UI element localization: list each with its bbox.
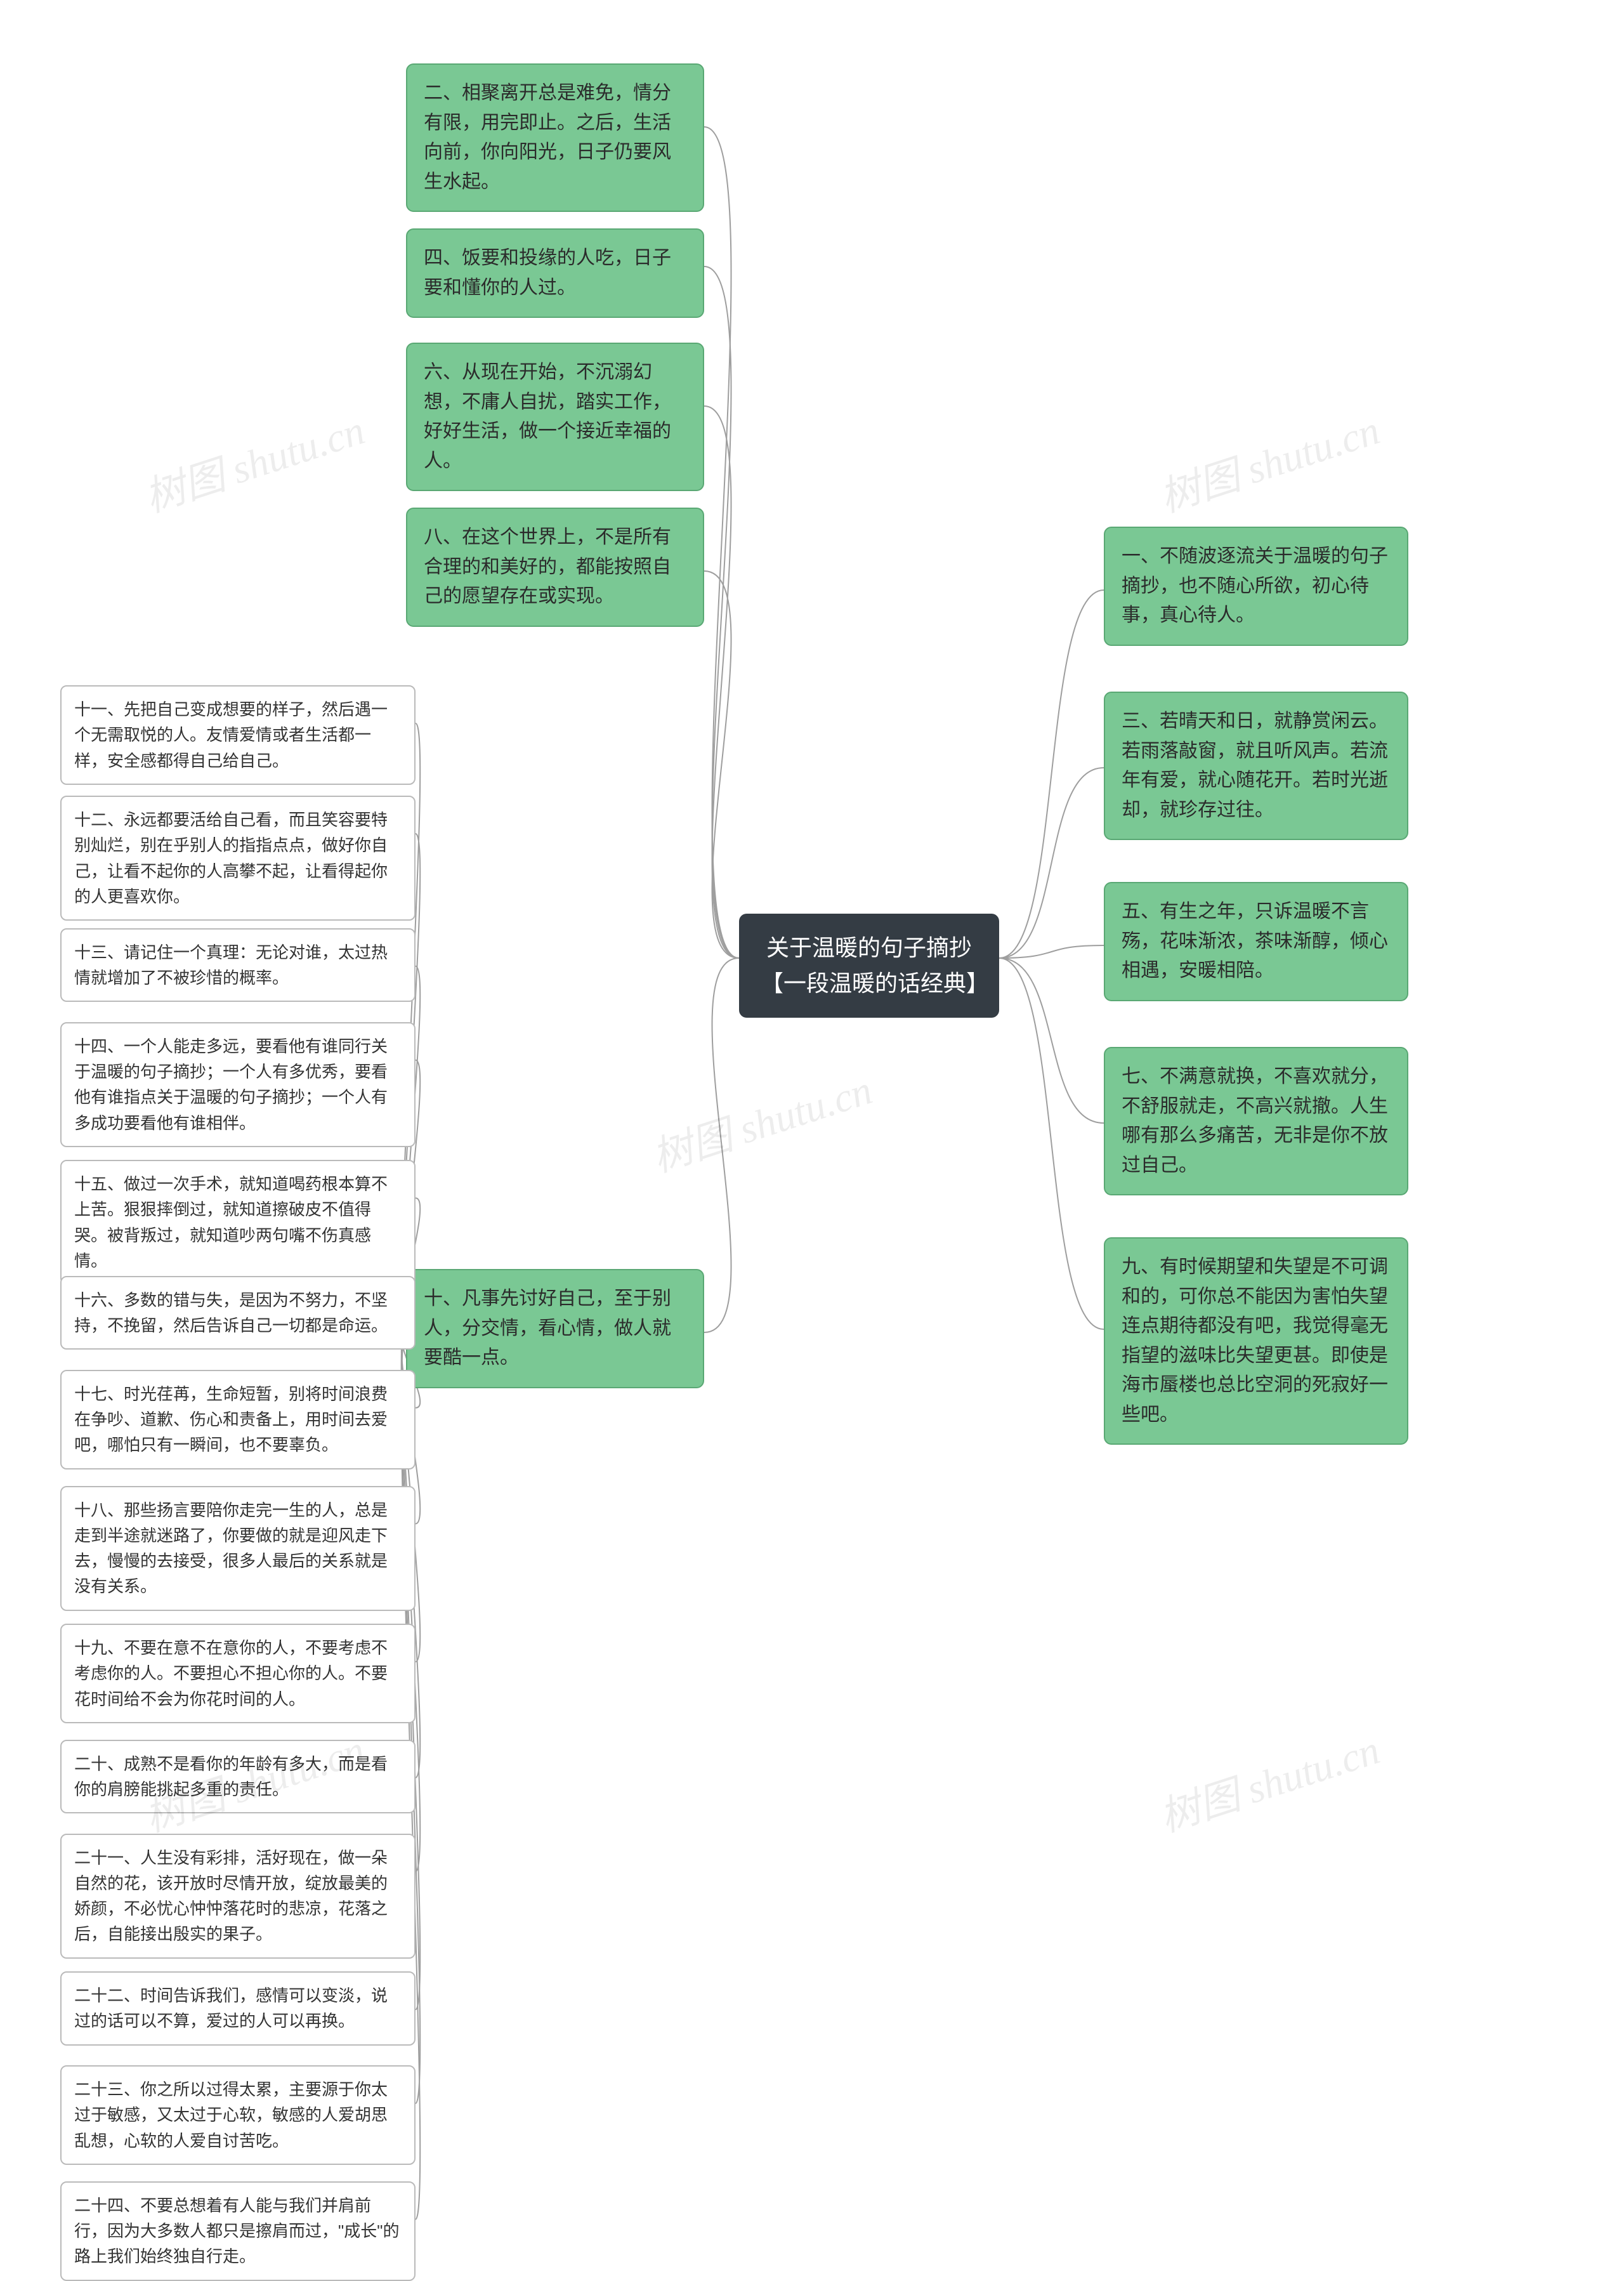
leaf-10: 二十、成熟不是看你的年龄有多大，而是看你的肩膀能挑起多重的责任。 (60, 1740, 416, 1814)
right-branch-5-label: 九、有时候期望和失望是不可调和的，可你总不能因为害怕失望连点期待都没有吧，我觉得… (1122, 1256, 1388, 1425)
right-branch-3-label: 五、有生之年，只诉温暖不言殇，花味渐浓，茶味渐醇，倾心相遇，安暖相陪。 (1122, 901, 1388, 981)
leaf-10-label: 二十、成熟不是看你的年龄有多大，而是看你的肩膀能挑起多重的责任。 (74, 1754, 388, 1799)
leaf-7: 十七、时光荏苒，生命短暂，别将时间浪费在争吵、道歉、伤心和责备上，用时间去爱吧，… (60, 1370, 416, 1469)
right-branch-5: 九、有时候期望和失望是不可调和的，可你总不能因为害怕失望连点期待都没有吧，我觉得… (1104, 1237, 1408, 1445)
leaf-3: 十三、请记住一个真理：无论对谁，太过热情就增加了不被珍惜的概率。 (60, 928, 416, 1002)
right-branch-4: 七、不满意就换，不喜欢就分，不舒服就走，不高兴就撤。人生哪有那么多痛苦，无非是你… (1104, 1047, 1408, 1195)
leaf-8: 十八、那些扬言要陪你走完一生的人，总是走到半途就迷路了，你要做的就是迎风走下去，… (60, 1486, 416, 1611)
leaf-12: 二十二、时间告诉我们，感情可以变淡，说过的话可以不算，爱过的人可以再换。 (60, 1971, 416, 2046)
leaf-8-label: 十八、那些扬言要陪你走完一生的人，总是走到半途就迷路了，你要做的就是迎风走下去，… (74, 1501, 388, 1596)
right-branch-4-label: 七、不满意就换，不喜欢就分，不舒服就走，不高兴就撤。人生哪有那么多痛苦，无非是你… (1122, 1066, 1388, 1176)
leaf-4-label: 十四、一个人能走多远，要看他有谁同行关于温暖的句子摘抄；一个人有多优秀，要看他有… (74, 1037, 388, 1133)
leaf-5-label: 十五、做过一次手术，就知道喝药根本算不上苦。狠狠摔倒过，就知道擦破皮不值得哭。被… (74, 1174, 388, 1270)
leaf-1-label: 十一、先把自己变成想要的样子，然后遇一个无需取悦的人。友情爱情或者生活都一样，安… (74, 700, 388, 770)
leaf-9-label: 十九、不要在意不在意你的人，不要考虑不考虑你的人。不要担心不担心你的人。不要花时… (74, 1638, 388, 1709)
leaf-14: 二十四、不要总想着有人能与我们并肩前行，因为大多数人都只是擦肩而过，"成长"的路… (60, 2181, 416, 2281)
left-branch-3: 六、从现在开始，不沉溺幻想，不庸人自扰，踏实工作，好好生活，做一个接近幸福的人。 (406, 343, 704, 491)
left-branch-5: 十、凡事先讨好自己，至于别人，分交情，看心情，做人就要酷一点。 (406, 1269, 704, 1388)
left-branch-5-label: 十、凡事先讨好自己，至于别人，分交情，看心情，做人就要酷一点。 (424, 1288, 671, 1368)
leaf-13: 二十三、你之所以过得太累，主要源于你太过于敏感，又太过于心软，敏感的人爱胡思乱想… (60, 2065, 416, 2165)
leaf-11-label: 二十一、人生没有彩排，活好现在，做一朵自然的花，该开放时尽情开放，绽放最美的娇颜… (74, 1848, 388, 1944)
watermark: 树图 shutu.cn (644, 1058, 879, 1183)
leaf-6-label: 十六、多数的错与失，是因为不努力，不坚持，不挽留，然后告诉自己一切都是命运。 (74, 1291, 388, 1335)
root-node: 关于温暖的句子摘抄【一段温暖的话经典】 (739, 914, 999, 1018)
watermark: 树图 shutu.cn (136, 398, 371, 523)
left-branch-4: 八、在这个世界上，不是所有合理的和美好的，都能按照自己的愿望存在或实现。 (406, 508, 704, 627)
watermark: 树图 shutu.cn (1151, 398, 1386, 523)
leaf-1: 十一、先把自己变成想要的样子，然后遇一个无需取悦的人。友情爱情或者生活都一样，安… (60, 685, 416, 785)
left-branch-1: 二、相聚离开总是难免，情分有限，用完即止。之后，生活向前，你向阳光，日子仍要风生… (406, 63, 704, 212)
leaf-2: 十二、永远都要活给自己看，而且笑容要特别灿烂，别在乎别人的指指点点，做好你自己，… (60, 796, 416, 921)
leaf-4: 十四、一个人能走多远，要看他有谁同行关于温暖的句子摘抄；一个人有多优秀，要看他有… (60, 1022, 416, 1147)
leaf-2-label: 十二、永远都要活给自己看，而且笑容要特别灿烂，别在乎别人的指指点点，做好你自己，… (74, 810, 388, 906)
watermark: 树图 shutu.cn (1151, 1718, 1386, 1843)
leaf-5: 十五、做过一次手术，就知道喝药根本算不上苦。狠狠摔倒过，就知道擦破皮不值得哭。被… (60, 1160, 416, 1285)
left-branch-1-label: 二、相聚离开总是难免，情分有限，用完即止。之后，生活向前，你向阳光，日子仍要风生… (424, 82, 671, 192)
right-branch-2-label: 三、若晴天和日，就静赏闲云。若雨落敲窗，就且听风声。若流年有爱，就心随花开。若时… (1122, 711, 1388, 820)
left-branch-3-label: 六、从现在开始，不沉溺幻想，不庸人自扰，踏实工作，好好生活，做一个接近幸福的人。 (424, 362, 671, 471)
left-branch-2-label: 四、饭要和投缘的人吃，日子要和懂你的人过。 (424, 247, 671, 298)
right-branch-1: 一、不随波逐流关于温暖的句子摘抄，也不随心所欲，初心待事，真心待人。 (1104, 527, 1408, 646)
leaf-6: 十六、多数的错与失，是因为不努力，不坚持，不挽留，然后告诉自己一切都是命运。 (60, 1276, 416, 1350)
leaf-7-label: 十七、时光荏苒，生命短暂，别将时间浪费在争吵、道歉、伤心和责备上，用时间去爱吧，… (74, 1384, 388, 1455)
leaf-14-label: 二十四、不要总想着有人能与我们并肩前行，因为大多数人都只是擦肩而过，"成长"的路… (74, 2196, 399, 2266)
left-branch-2: 四、饭要和投缘的人吃，日子要和懂你的人过。 (406, 228, 704, 318)
left-branch-4-label: 八、在这个世界上，不是所有合理的和美好的，都能按照自己的愿望存在或实现。 (424, 527, 671, 607)
leaf-13-label: 二十三、你之所以过得太累，主要源于你太过于敏感，又太过于心软，敏感的人爱胡思乱想… (74, 2080, 388, 2150)
leaf-11: 二十一、人生没有彩排，活好现在，做一朵自然的花，该开放时尽情开放，绽放最美的娇颜… (60, 1834, 416, 1959)
leaf-12-label: 二十二、时间告诉我们，感情可以变淡，说过的话可以不算，爱过的人可以再换。 (74, 1986, 388, 2030)
right-branch-3: 五、有生之年，只诉温暖不言殇，花味渐浓，茶味渐醇，倾心相遇，安暖相陪。 (1104, 882, 1408, 1001)
leaf-3-label: 十三、请记住一个真理：无论对谁，太过热情就增加了不被珍惜的概率。 (74, 943, 388, 987)
root-label: 关于温暖的句子摘抄【一段温暖的话经典】 (761, 935, 989, 996)
right-branch-1-label: 一、不随波逐流关于温暖的句子摘抄，也不随心所欲，初心待事，真心待人。 (1122, 546, 1388, 626)
leaf-9: 十九、不要在意不在意你的人，不要考虑不考虑你的人。不要担心不担心你的人。不要花时… (60, 1624, 416, 1723)
right-branch-2: 三、若晴天和日，就静赏闲云。若雨落敲窗，就且听风声。若流年有爱，就心随花开。若时… (1104, 692, 1408, 840)
